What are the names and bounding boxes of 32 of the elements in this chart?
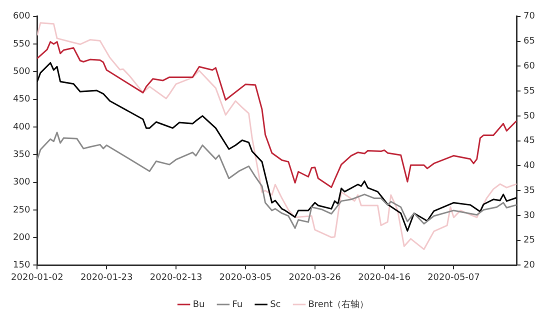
y-tick-label: 250 — [12, 205, 30, 216]
y-tick-label: 500 — [12, 67, 30, 78]
y-tick-label: 350 — [12, 150, 30, 160]
y2-tick-label: 55 — [524, 86, 535, 96]
y-tick-label: 300 — [12, 178, 30, 188]
x-tick-label: 2020-01-02 — [11, 272, 64, 283]
x-tick-label: 2020-01-23 — [80, 272, 133, 283]
y2-tick-label: 50 — [524, 111, 536, 122]
y2-tick-label: 60 — [524, 62, 536, 72]
y2-tick-label: 70 — [524, 12, 536, 22]
x-tick-label: 2020-02-13 — [150, 272, 202, 283]
y-tick-label: 400 — [12, 122, 30, 132]
legend-label: Fu — [232, 300, 243, 310]
x-tick-label: 2020-05-07 — [428, 272, 480, 283]
y-tick-label: 450 — [12, 94, 30, 105]
legend-label: Brent（右轴） — [308, 298, 369, 310]
y2-tick-label: 35 — [524, 186, 535, 196]
y-tick-label: 600 — [12, 12, 30, 22]
y2-tick-label: 40 — [524, 161, 536, 172]
legend-label: Bu — [192, 300, 205, 310]
y-tick-label: 200 — [12, 232, 30, 243]
y2-tick-label: 30 — [524, 210, 536, 221]
y2-tick-label: 20 — [524, 260, 536, 271]
y-tick-label: 150 — [12, 260, 30, 271]
x-tick-label: 2020-03-26 — [288, 272, 342, 283]
y2-tick-label: 45 — [524, 136, 535, 146]
x-tick-label: 2020-04-16 — [358, 272, 411, 283]
x-tick-label: 2020-03-05 — [219, 272, 272, 283]
y2-tick-label: 65 — [524, 36, 535, 47]
legend-label: Sc — [270, 300, 281, 310]
y-tick-label: 550 — [12, 39, 30, 50]
y2-tick-label: 25 — [524, 236, 535, 246]
